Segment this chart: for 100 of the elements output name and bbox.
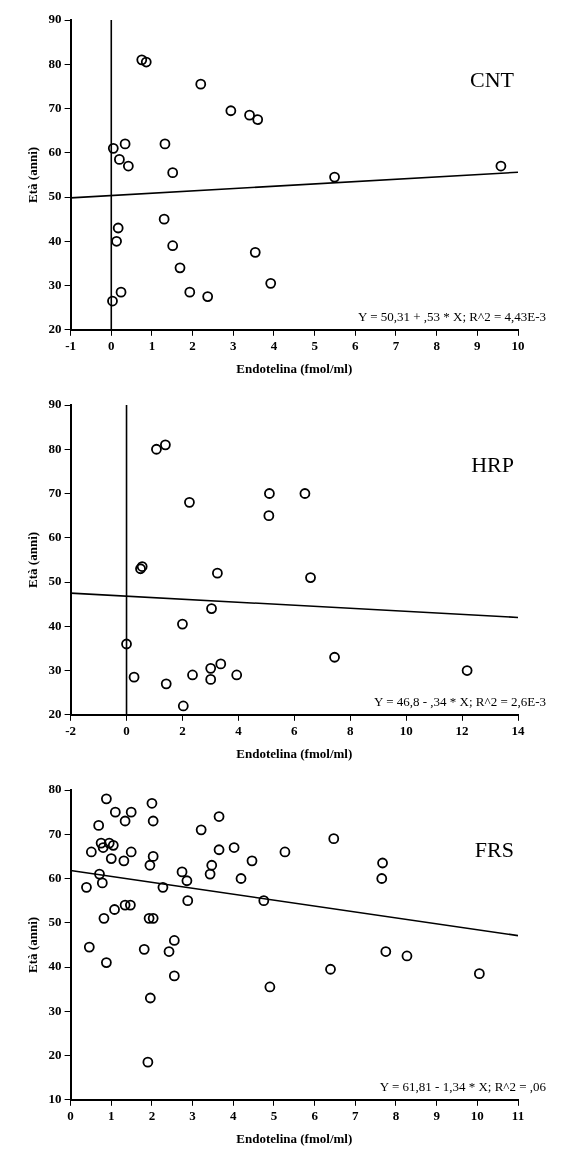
point: [177, 700, 189, 712]
x-tick-label: 2: [179, 722, 186, 738]
y-tick-label: 80: [48, 55, 62, 71]
y-tick-label: 40: [48, 617, 62, 633]
point: [107, 142, 119, 154]
x-axis-title: Endotelina (fmol/ml): [236, 745, 353, 761]
y-axis-title: Età (anni): [25, 146, 41, 203]
x-tick-label: 5: [270, 1107, 278, 1123]
point: [109, 904, 120, 915]
point: [177, 618, 188, 630]
point: [81, 881, 92, 893]
point: [305, 572, 316, 583]
x-axis-title: Endotelina (fmol/ml): [236, 360, 353, 376]
x-tick-label: -2: [65, 722, 77, 738]
x-tick-label: 0: [123, 722, 130, 738]
point: [122, 160, 134, 172]
point: [195, 824, 207, 836]
text: HRP: [471, 451, 514, 477]
x-tick-label: 6: [352, 337, 360, 353]
point: [83, 941, 95, 953]
annotation: Y = 46,8 - ,34 * X; R^2 = 2,6E-3: [374, 693, 546, 709]
text: FRS: [474, 836, 514, 862]
point: [107, 839, 119, 851]
point: [473, 968, 485, 980]
x-tick-label: 7: [352, 1107, 360, 1123]
point: [168, 935, 180, 946]
y-tick-label: 60: [48, 869, 62, 885]
x-tick-label: 4: [230, 1107, 238, 1123]
point: [103, 837, 115, 849]
point: [212, 567, 223, 579]
point: [168, 970, 180, 982]
point: [376, 873, 388, 884]
x-tick-label: 3: [189, 1107, 197, 1123]
y-tick-label: 30: [48, 661, 62, 677]
point: [115, 286, 127, 298]
point: [94, 868, 105, 880]
point: [125, 846, 137, 858]
point: [112, 222, 124, 234]
point: [215, 658, 227, 670]
point: [213, 811, 225, 822]
x-tick-label: 5: [311, 337, 319, 353]
y-tick-label: 50: [48, 188, 62, 204]
point: [147, 815, 159, 827]
y-axis-title: Età (anni): [25, 531, 41, 588]
y-tick-label: 70: [48, 99, 62, 115]
annotation: Y = 61,81 - 1,34 * X; R^2 = ,06: [379, 1078, 547, 1094]
point: [109, 806, 121, 818]
point: [128, 671, 140, 683]
point: [461, 665, 473, 676]
x-tick-label: -1: [65, 337, 77, 353]
x-tick-label: 9: [433, 1107, 441, 1123]
y-tick-label: 40: [48, 232, 62, 248]
point: [159, 439, 171, 451]
point: [158, 213, 170, 225]
point: [119, 899, 131, 911]
x-tick-label: 7: [392, 337, 400, 353]
point: [206, 603, 217, 614]
x-tick-label: 1: [148, 337, 156, 353]
point: [97, 842, 109, 853]
x-tick-label: 3: [230, 337, 238, 353]
point: [258, 895, 270, 907]
point: [85, 846, 97, 858]
point: [136, 54, 148, 66]
y-tick-label: 60: [48, 144, 62, 160]
x-tick-label: 8: [346, 722, 354, 738]
annotation: Y = 50,31 + ,53 * X; R^2 = 4,43E-3: [358, 308, 546, 324]
point: [111, 235, 122, 247]
y-tick-label: 70: [48, 484, 62, 500]
y-tick-label: 90: [48, 11, 62, 27]
x-tick-label: 8: [433, 337, 441, 353]
point: [244, 109, 255, 121]
point: [265, 277, 277, 289]
point: [114, 154, 125, 165]
point: [205, 673, 217, 685]
point: [147, 912, 159, 924]
point: [93, 820, 105, 831]
point: [279, 846, 291, 858]
point: [205, 662, 217, 674]
x-tick-label: 10: [470, 1107, 484, 1123]
point: [181, 875, 193, 887]
y-tick-label: 60: [48, 529, 62, 545]
point: [182, 895, 194, 907]
point: [96, 877, 108, 889]
point: [138, 943, 150, 955]
point: [163, 946, 175, 957]
x-tick-label: 2: [189, 337, 196, 353]
point: [174, 262, 186, 274]
point: [380, 946, 392, 957]
point: [249, 246, 261, 258]
x-tick-label: 4: [270, 337, 278, 353]
point: [325, 963, 336, 975]
point: [495, 160, 507, 172]
x-tick-label: 0: [67, 1107, 74, 1123]
point: [118, 855, 130, 867]
y-tick-label: 20: [48, 321, 62, 337]
point: [121, 638, 132, 650]
x-tick-label: 1: [108, 1107, 115, 1123]
point: [125, 806, 137, 818]
y-tick-label: 30: [48, 1002, 62, 1018]
y-tick-label: 30: [48, 276, 62, 292]
